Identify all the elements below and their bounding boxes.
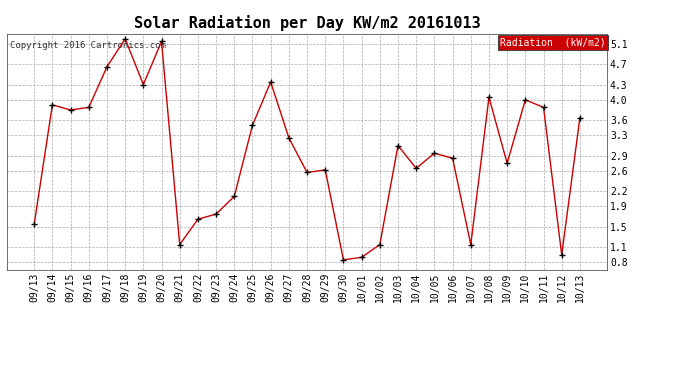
Title: Solar Radiation per Day KW/m2 20161013: Solar Radiation per Day KW/m2 20161013 — [134, 15, 480, 31]
Text: Copyright 2016 Cartronics.com: Copyright 2016 Cartronics.com — [10, 41, 166, 50]
Text: Radiation  (kW/m2): Radiation (kW/m2) — [500, 37, 606, 47]
